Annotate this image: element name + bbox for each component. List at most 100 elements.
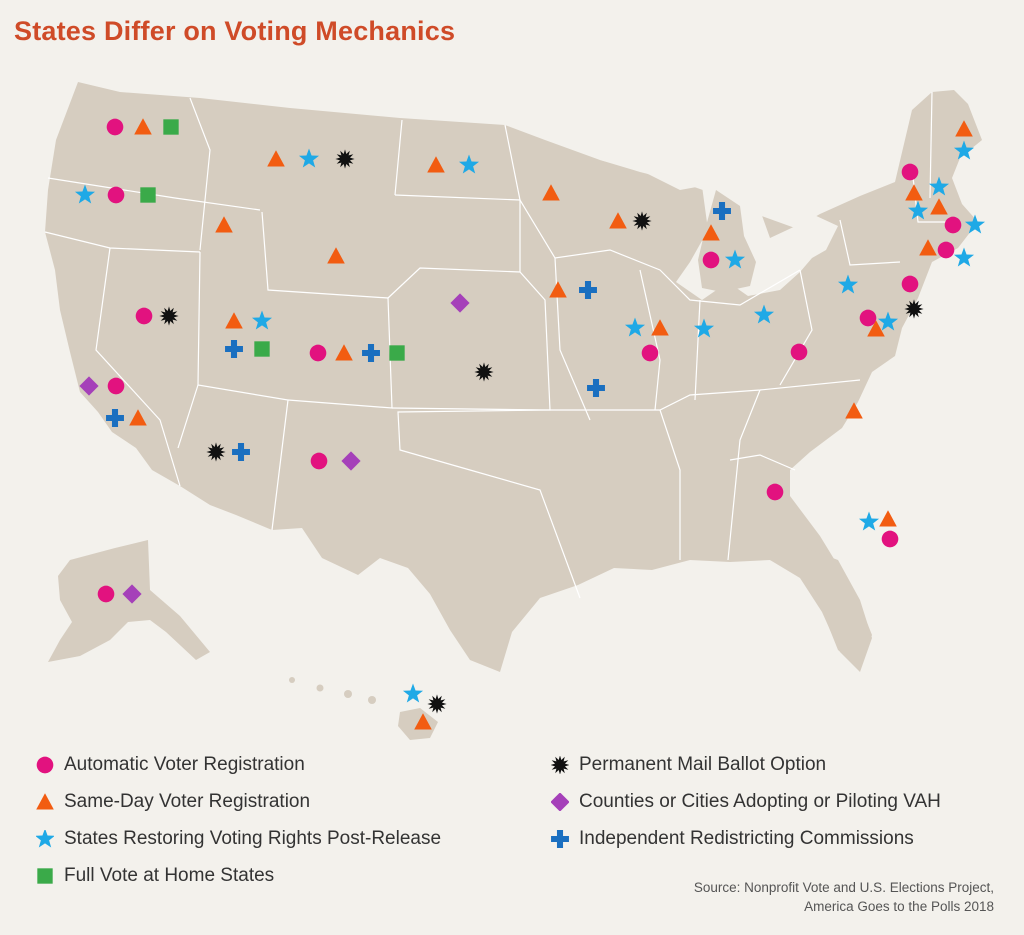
sdr-map-marker [905, 184, 923, 201]
fvh-legend-symbol [37, 868, 53, 884]
sdr-map-marker [609, 212, 627, 229]
sdr-map-marker [414, 713, 432, 730]
avr-map-marker [107, 377, 125, 395]
rvr-map-marker [298, 148, 320, 168]
legend-label: Same-Day Voter Registration [64, 791, 311, 812]
irc-map-marker [713, 202, 731, 220]
vah-legend-symbol [551, 793, 569, 811]
irc-map-marker [232, 443, 250, 461]
avr-map-marker [702, 251, 720, 269]
sdr-map-marker [129, 409, 147, 426]
legend-label: Automatic Voter Registration [64, 754, 305, 775]
avr-map-marker [97, 585, 115, 603]
vah-map-marker [122, 584, 142, 604]
rvr-map-marker [858, 511, 880, 531]
pmb-map-marker [474, 362, 494, 382]
rvr-map-marker [724, 249, 746, 269]
avr-map-marker [944, 216, 962, 234]
sdr-map-marker [225, 312, 243, 329]
sdr-map-marker [267, 150, 285, 167]
irc-map-marker [106, 409, 124, 427]
sdr-map-marker [955, 120, 973, 137]
pmb-map-marker [335, 149, 355, 169]
legend-item-permanent-mail-ballot: Permanent Mail Ballot Option [551, 750, 826, 780]
sdr-map-marker [919, 239, 937, 256]
legend-label: Independent Redistricting Commissions [579, 828, 914, 849]
rvr-legend-symbol [36, 830, 54, 848]
hawaii-island-2 [316, 684, 324, 692]
rvr-map-marker [907, 200, 929, 220]
source-line-1: Source: Nonprofit Vote and U.S. Election… [693, 880, 994, 895]
pmb-map-marker [206, 442, 226, 462]
state-borders [44, 91, 950, 599]
alaska-shape [48, 540, 210, 662]
fvh-map-marker [389, 345, 405, 361]
rvr-map-marker [877, 311, 899, 331]
avr-map-marker [135, 307, 153, 325]
irc-legend-symbol [551, 830, 569, 848]
sdr-map-marker [867, 320, 885, 337]
source-note: Source: Nonprofit Vote and U.S. Election… [694, 878, 994, 916]
avr-map-marker [641, 344, 659, 362]
rvr-map-marker [837, 274, 859, 294]
sdr-legend-symbol [36, 793, 54, 810]
sdr-map-marker [542, 184, 560, 201]
source-line-2: America Goes to the Polls 2018 [804, 899, 994, 914]
irc-map-marker [225, 340, 243, 358]
legend-label: Permanent Mail Ballot Option [579, 754, 827, 775]
legend-item-independent-redistricting: Independent Redistricting Commissions [551, 824, 914, 854]
pmb-map-marker [159, 306, 179, 326]
sdr-map-marker [930, 198, 948, 215]
rvr-map-marker [753, 304, 775, 324]
avr-map-marker [106, 118, 124, 136]
vah-map-marker [341, 451, 361, 471]
full-vote-at-home-legend-icon [37, 868, 53, 884]
hawaii-island-4 [368, 696, 376, 704]
fvh-map-marker [254, 341, 270, 357]
independent-redistricting-legend-icon [551, 830, 569, 848]
sdr-map-marker [134, 118, 152, 135]
pmb-legend-symbol [551, 756, 569, 774]
rvr-map-marker [74, 184, 96, 204]
fvh-map-marker [163, 119, 179, 135]
rvr-map-marker [251, 310, 273, 330]
legend-item-vah-pilot: Counties or Cities Adopting or Piloting … [551, 787, 941, 817]
legend-label: Full Vote at Home States [64, 865, 275, 886]
sdr-map-marker [879, 510, 897, 527]
rvr-map-marker [964, 214, 986, 234]
same-day-voter-registration-legend-icon [36, 793, 54, 810]
legend-item-same-day-voter-registration: Same-Day Voter Registration [36, 787, 310, 817]
avr-map-marker [881, 530, 899, 548]
sdr-map-marker [335, 344, 353, 361]
automatic-voter-registration-legend-icon [36, 756, 54, 774]
sdr-map-marker [549, 281, 567, 298]
vah-map-marker [450, 293, 470, 313]
rvr-map-marker [953, 140, 975, 160]
avr-map-marker [766, 483, 784, 501]
vah-map-marker [79, 376, 99, 396]
legend-item-automatic-voter-registration: Automatic Voter Registration [36, 750, 305, 780]
florida-shape [770, 548, 872, 672]
irc-map-marker [362, 344, 380, 362]
fvh-map-marker [140, 187, 156, 203]
sdr-map-marker [702, 224, 720, 241]
avr-map-marker [790, 343, 808, 361]
pmb-map-marker [904, 299, 924, 319]
sdr-map-marker [215, 216, 233, 233]
legend-label: States Restoring Voting Rights Post-Rele… [64, 828, 442, 849]
avr-map-marker [937, 241, 955, 259]
map-title: States Differ on Voting Mechanics [14, 16, 456, 46]
vah-pilot-legend-icon [551, 793, 569, 811]
avr-map-marker [310, 452, 328, 470]
sdr-map-marker [427, 156, 445, 173]
legend-item-restoring-voting-rights: States Restoring Voting Rights Post-Rele… [36, 824, 441, 854]
restoring-voting-rights-legend-icon [36, 830, 54, 848]
rvr-map-marker [693, 318, 715, 338]
legend-item-full-vote-at-home: Full Vote at Home States [36, 861, 274, 891]
avr-map-marker [901, 275, 919, 293]
avr-map-marker [859, 309, 877, 327]
rvr-map-marker [953, 247, 975, 267]
markers-layer [74, 118, 986, 730]
map-landmass [45, 82, 982, 740]
